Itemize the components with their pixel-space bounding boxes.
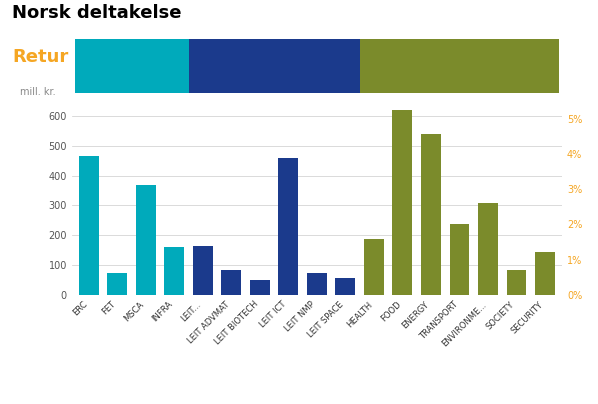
Bar: [392, 110, 413, 295]
Bar: [279, 158, 298, 295]
Text: Samfunnsutfordringene: Samfunnsutfordringene: [365, 61, 480, 71]
Bar: [335, 278, 355, 295]
Bar: [164, 247, 184, 295]
Bar: [450, 224, 469, 295]
Text: Norsk deltakelse: Norsk deltakelse: [12, 4, 181, 22]
Bar: [421, 134, 441, 295]
Bar: [221, 269, 242, 295]
Bar: [250, 280, 270, 295]
FancyBboxPatch shape: [188, 39, 360, 93]
FancyBboxPatch shape: [360, 39, 559, 93]
Text: Konkurransedyktig
næringsliv: Konkurransedyktig næringsliv: [194, 55, 285, 77]
Bar: [307, 273, 327, 295]
Bar: [136, 185, 156, 295]
Text: Fremragende
forskning: Fremragende forskning: [80, 55, 144, 77]
Bar: [108, 273, 127, 295]
Bar: [79, 156, 99, 295]
Bar: [478, 203, 498, 295]
Bar: [507, 270, 526, 295]
FancyBboxPatch shape: [75, 39, 188, 93]
Text: Retur: Retur: [12, 48, 68, 67]
Bar: [193, 246, 213, 295]
Text: mill. kr.: mill. kr.: [20, 87, 56, 97]
Bar: [535, 252, 555, 295]
Bar: [364, 239, 384, 295]
